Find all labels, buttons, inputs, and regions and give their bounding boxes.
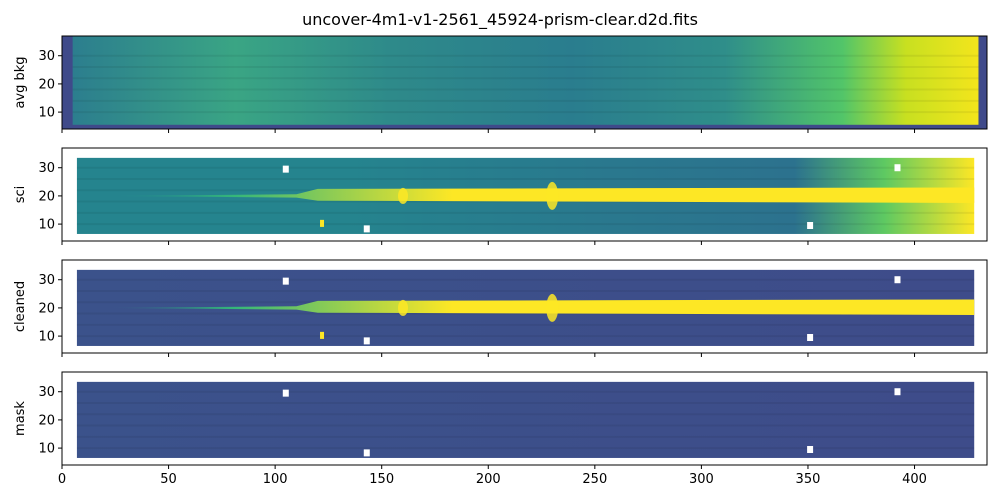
- y-tick-label: 10: [38, 106, 55, 121]
- image-mask: [76, 381, 975, 458]
- y-tick-label: 30: [38, 49, 55, 64]
- hot-pixel: [320, 219, 325, 227]
- masked-pixel: [282, 277, 289, 285]
- x-tick-label: 0: [58, 472, 66, 487]
- bright-feature: [546, 293, 559, 322]
- x-tick-label: 400: [902, 472, 927, 487]
- image-avg-bkg: [72, 36, 979, 125]
- y-axis-label: mask: [13, 401, 28, 436]
- y-tick-label: 20: [38, 77, 55, 92]
- spectral-trace: [104, 299, 975, 315]
- hot-pixel: [320, 331, 325, 339]
- x-tick-label: 350: [796, 472, 821, 487]
- figure-title: uncover-4m1-v1-2561_45924-prism-clear.d2…: [302, 10, 698, 29]
- y-tick-label: 30: [38, 385, 55, 400]
- masked-pixel: [807, 446, 814, 453]
- axes-frame: [61, 371, 988, 466]
- y-tick-label: 20: [38, 189, 55, 204]
- masked-pixel: [894, 164, 901, 172]
- y-tick-label: 30: [38, 273, 55, 288]
- bright-feature: [546, 181, 559, 210]
- masked-pixel: [807, 222, 814, 229]
- panel-cleaned: 10 20 30 cleaned: [13, 259, 988, 357]
- spectral-trace: [104, 187, 975, 203]
- x-tick-label: 250: [582, 472, 607, 487]
- masked-pixel: [363, 337, 370, 345]
- y-axis-label: sci: [13, 186, 28, 204]
- masked-pixel: [282, 389, 289, 397]
- y-axis-label: avg bkg: [13, 56, 28, 108]
- x-tick-label: 300: [689, 472, 714, 487]
- masked-pixel: [894, 388, 901, 396]
- bright-feature: [398, 299, 409, 316]
- axes-frame: [61, 35, 988, 130]
- y-axis-label: cleaned: [13, 281, 28, 332]
- masked-pixel: [807, 334, 814, 341]
- x-tick-label: 150: [369, 472, 394, 487]
- axes-frame: [61, 259, 988, 354]
- y-tick-label: 10: [38, 442, 55, 457]
- y-tick-label: 20: [38, 413, 55, 428]
- panels-layer: 10 20 30 avg bkg 10 20 30 sci 10 20 30 cleaned 10 20 3…: [13, 35, 988, 487]
- x-tick-label: 50: [160, 472, 177, 487]
- y-tick-label: 30: [38, 161, 55, 176]
- y-tick-label: 10: [38, 218, 55, 233]
- masked-pixel: [363, 449, 370, 457]
- masked-pixel: [282, 165, 289, 173]
- panel-avg-bkg: 10 20 30 avg bkg: [13, 35, 988, 133]
- y-tick-label: 10: [38, 330, 55, 345]
- x-tick-label: 200: [476, 472, 501, 487]
- masked-pixel: [363, 225, 370, 233]
- bright-feature: [398, 187, 409, 204]
- x-tick-label: 100: [263, 472, 288, 487]
- panel-sci: 10 20 30 sci: [13, 147, 988, 245]
- y-tick-label: 20: [38, 301, 55, 316]
- axes-frame: [61, 147, 988, 242]
- masked-pixel: [894, 276, 901, 284]
